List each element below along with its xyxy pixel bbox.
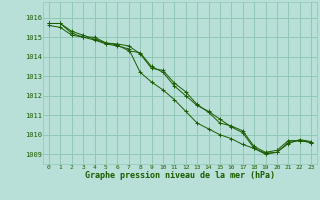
X-axis label: Graphe pression niveau de la mer (hPa): Graphe pression niveau de la mer (hPa): [85, 171, 275, 180]
